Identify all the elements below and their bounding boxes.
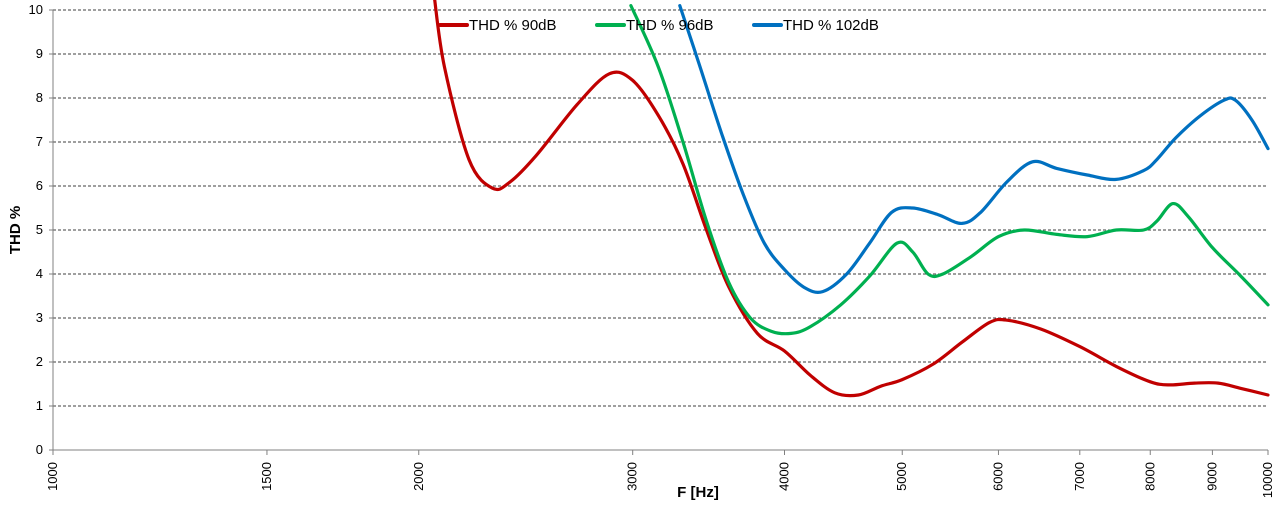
x-tick-label: 4000 <box>777 462 792 491</box>
y-tick-label: 4 <box>36 266 43 281</box>
y-tick-label: 9 <box>36 46 43 61</box>
x-tick-label: 1500 <box>259 462 274 491</box>
y-tick-label: 1 <box>36 398 43 413</box>
x-tick-label: 3000 <box>625 462 640 491</box>
series-line-2 <box>678 3 1270 294</box>
legend: THD % 90dB THD % 96dB THD % 102dB <box>438 17 879 34</box>
y-axis-title: THD % <box>7 206 24 254</box>
y-tick-labels: 0 1 2 3 4 5 6 7 8 9 10 <box>29 2 43 457</box>
y-tick-label: 0 <box>36 442 43 457</box>
x-tick-label: 10000 <box>1260 462 1275 498</box>
y-tick-label: 6 <box>36 178 43 193</box>
legend-label-1: THD % 96dB <box>626 17 714 34</box>
x-tick-label: 8000 <box>1142 462 1157 491</box>
x-tick-label: 6000 <box>990 462 1005 491</box>
x-tick-label: 7000 <box>1072 462 1087 491</box>
legend-label-0: THD % 90dB <box>469 17 557 34</box>
x-axis-title: F [Hz] <box>677 484 719 501</box>
series-line-1 <box>629 3 1270 336</box>
grid-lines <box>53 9 1268 407</box>
y-tick-label: 8 <box>36 90 43 105</box>
x-tick-label: 1000 <box>45 462 60 491</box>
series-line-0 <box>433 0 1270 398</box>
y-tick-label: 2 <box>36 354 43 369</box>
x-tick-label: 2000 <box>411 462 426 491</box>
y-tick-label: 7 <box>36 134 43 149</box>
x-tick-labels: 1000 1500 2000 3000 4000 5000 6000 7000 8000 9000… <box>45 462 1275 498</box>
y-tick-label: 10 <box>29 2 43 17</box>
y-tick-label: 3 <box>36 310 43 325</box>
series-lines <box>433 0 1270 398</box>
axes <box>49 9 1269 455</box>
legend-label-2: THD % 102dB <box>783 17 879 34</box>
y-tick-label: 5 <box>36 222 43 237</box>
x-tick-label: 5000 <box>894 462 909 491</box>
x-tick-label: 9000 <box>1204 462 1219 491</box>
